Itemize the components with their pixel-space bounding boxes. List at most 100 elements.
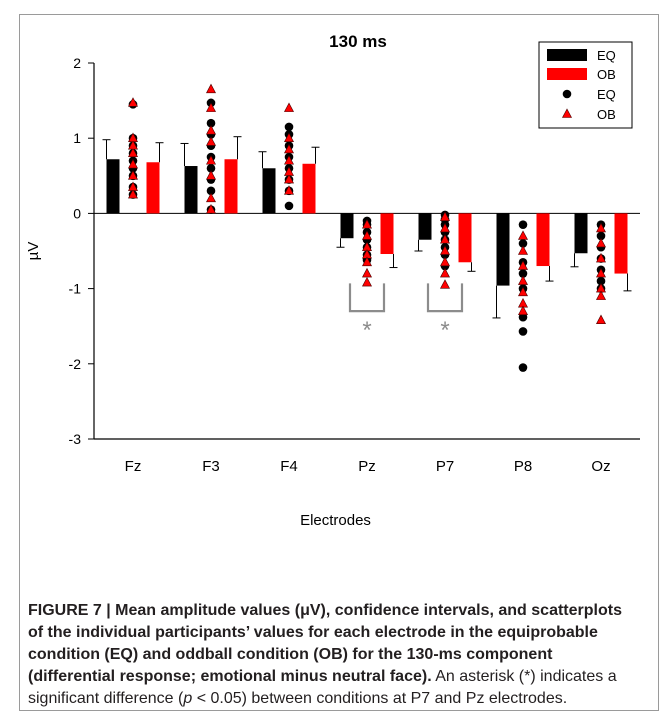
scatter-point bbox=[518, 260, 528, 270]
scatter-point bbox=[518, 245, 528, 255]
bar bbox=[184, 166, 198, 214]
scatter-point bbox=[206, 118, 216, 128]
y-tick-label: -1 bbox=[69, 281, 82, 297]
bar bbox=[106, 159, 120, 214]
scatter-point bbox=[284, 102, 294, 112]
y-tick-label: -2 bbox=[69, 356, 82, 372]
scatter-point bbox=[596, 290, 606, 300]
scatter-point bbox=[518, 230, 528, 240]
scatter-group bbox=[128, 83, 606, 372]
scatter-point bbox=[284, 155, 294, 165]
scatter-point bbox=[440, 279, 450, 289]
scatter-point bbox=[206, 125, 216, 135]
significance-bracket bbox=[348, 283, 386, 313]
x-tick-label: F3 bbox=[202, 458, 220, 475]
scatter-point bbox=[596, 237, 606, 248]
chart-title: 130 ms bbox=[329, 32, 387, 51]
scatter-point bbox=[596, 276, 606, 286]
scatter-point bbox=[128, 170, 138, 180]
scatter-point bbox=[128, 147, 138, 158]
legend-swatch-ob-bar bbox=[547, 68, 587, 80]
caption-text-2: < 0.05) between conditions at P7 and Pz … bbox=[192, 690, 568, 707]
scatter-point bbox=[206, 102, 216, 112]
figure-caption: FIGURE 7 | Mean amplitude values (μV), c… bbox=[28, 600, 638, 710]
scatter-point bbox=[284, 132, 294, 142]
scatter-point bbox=[284, 201, 294, 211]
caption-bold: FIGURE 7 | Mean amplitude values (μV), c… bbox=[28, 602, 622, 685]
bar bbox=[380, 213, 394, 255]
bar bbox=[574, 213, 588, 254]
scatter-point bbox=[206, 170, 216, 180]
x-tick-label: Fz bbox=[125, 458, 142, 475]
scatter-point bbox=[596, 314, 606, 324]
scatter-point bbox=[128, 181, 138, 191]
y-tick-label: 1 bbox=[73, 130, 81, 146]
significance-group: * * bbox=[348, 283, 464, 344]
y-tick-label: 0 bbox=[73, 205, 81, 221]
x-tick-label: F4 bbox=[280, 458, 298, 475]
scatter-point bbox=[440, 234, 450, 244]
scatter-point bbox=[518, 312, 528, 322]
scatter-point bbox=[128, 188, 138, 199]
scatter-point bbox=[518, 363, 528, 372]
bar bbox=[536, 213, 550, 267]
scatter-point bbox=[284, 173, 294, 184]
x-axis-ticks: Fz F3 F4 Pz P7 P8 Oz bbox=[125, 458, 611, 475]
legend-swatch-eq-bar bbox=[547, 49, 587, 61]
scatter-point bbox=[128, 158, 138, 169]
bar bbox=[458, 213, 472, 263]
bar bbox=[302, 163, 316, 214]
scatter-point bbox=[206, 155, 216, 165]
scatter-point bbox=[440, 256, 450, 267]
x-tick-label: P7 bbox=[436, 458, 454, 475]
bar bbox=[146, 162, 160, 214]
scatter-point bbox=[206, 203, 216, 214]
x-axis-label: Electrodes bbox=[300, 512, 371, 529]
scatter-point bbox=[284, 143, 294, 154]
scatter-point bbox=[518, 239, 528, 248]
scatter-point bbox=[206, 186, 216, 196]
bar bbox=[418, 213, 432, 240]
bar bbox=[224, 159, 238, 214]
caption-p-symbol: p bbox=[183, 690, 193, 707]
scatter-point bbox=[284, 166, 294, 176]
legend-label: OB bbox=[597, 107, 616, 122]
x-tick-label: Pz bbox=[358, 458, 376, 475]
y-axis-label: µV bbox=[25, 242, 42, 261]
significance-bracket bbox=[426, 283, 464, 313]
bars-group bbox=[102, 136, 632, 319]
scatter-point bbox=[518, 327, 528, 336]
legend-swatch-ob-point bbox=[562, 108, 572, 118]
scatter-point bbox=[362, 230, 372, 240]
scatter-point bbox=[206, 136, 216, 146]
scatter-point bbox=[284, 185, 294, 195]
bar bbox=[614, 213, 628, 274]
scatter-point bbox=[518, 305, 528, 315]
legend-label: EQ bbox=[597, 48, 616, 63]
scatter-point bbox=[128, 140, 138, 150]
x-tick-label: Oz bbox=[591, 458, 610, 475]
scatter-point bbox=[518, 286, 528, 297]
significance-asterisk: * bbox=[362, 317, 371, 344]
scatter-point bbox=[128, 97, 138, 107]
scatter-point bbox=[440, 267, 450, 278]
legend-label: OB bbox=[597, 67, 616, 82]
y-tick-label: 2 bbox=[73, 55, 81, 71]
scatter-point bbox=[362, 256, 372, 267]
scatter-point bbox=[206, 163, 216, 173]
scatter-point bbox=[362, 267, 372, 278]
scatter-point bbox=[596, 222, 606, 233]
bar bbox=[340, 213, 354, 239]
significance-asterisk: * bbox=[440, 317, 449, 344]
scatter-point bbox=[440, 222, 450, 233]
scatter-point bbox=[518, 269, 528, 278]
scatter-point bbox=[362, 219, 372, 229]
scatter-point bbox=[440, 211, 450, 221]
figure-frame bbox=[19, 14, 659, 711]
y-tick-label: -3 bbox=[69, 431, 82, 447]
scatter-point bbox=[440, 245, 450, 255]
legend: EQ OB EQ OB bbox=[538, 41, 633, 129]
scatter-point bbox=[362, 276, 372, 287]
legend-swatch-eq-point bbox=[562, 89, 572, 99]
